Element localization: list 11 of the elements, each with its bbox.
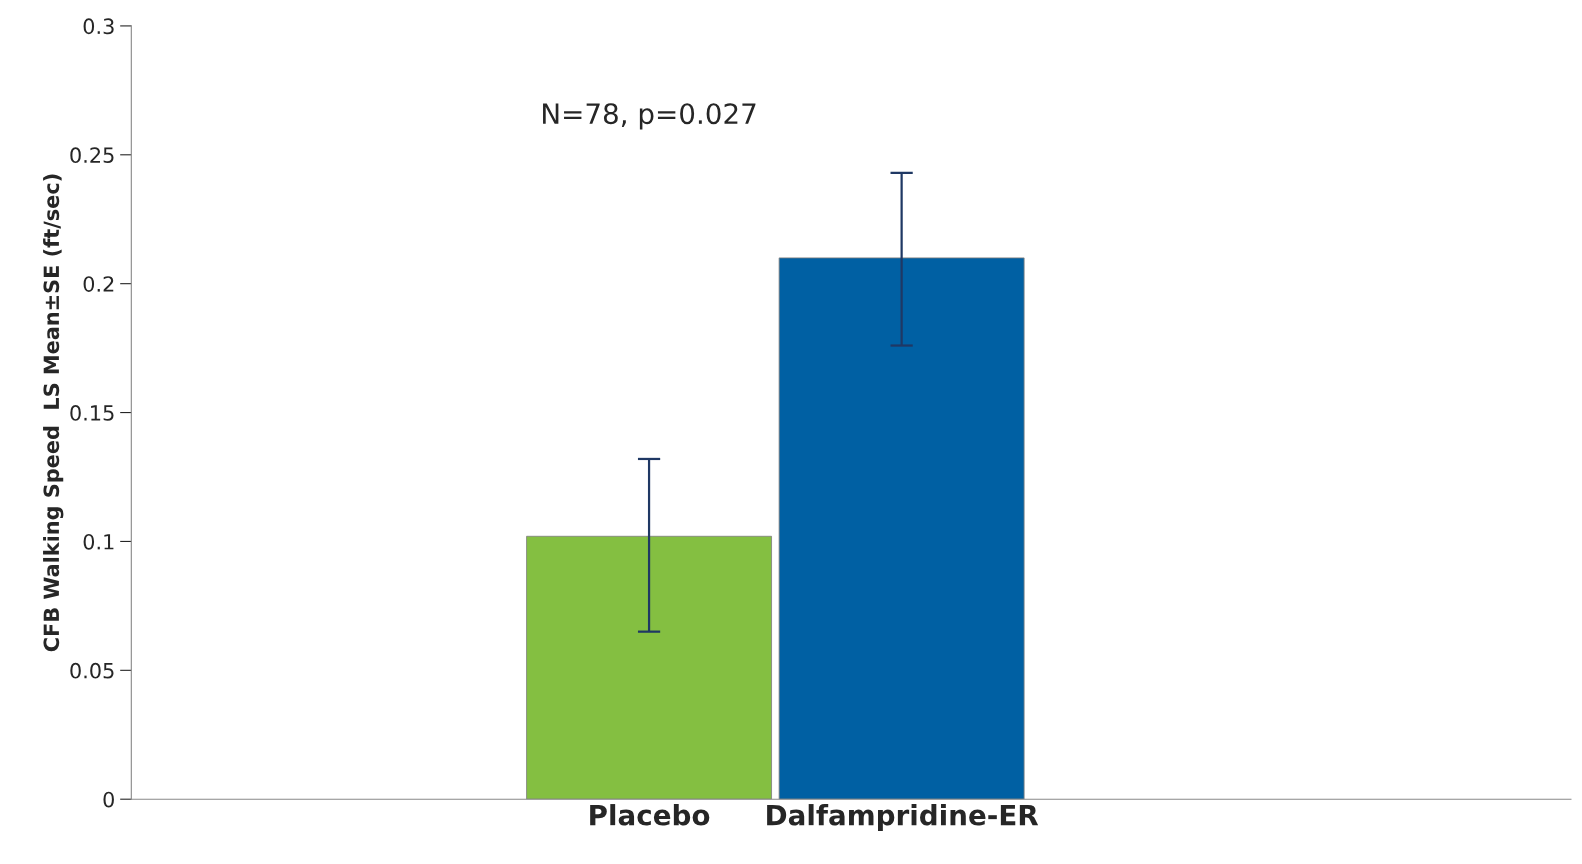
y-tick-label: 0.15 — [70, 405, 114, 421]
y-tick-label: 0.2 — [83, 276, 114, 292]
y-tick-label: 0.1 — [83, 533, 114, 550]
x-tick-label: Dalfampridine-ER — [767, 804, 1039, 831]
y-axis-title: CFB Walking Speed LS Mean±SE (ft/sec) — [43, 174, 64, 652]
y-tick-label: 0.25 — [70, 147, 114, 164]
y-tick-label: 0.05 — [70, 662, 114, 679]
annotation: N=78, p=0.027 — [543, 103, 756, 130]
y-tick-label: 0.3 — [83, 18, 114, 35]
y-tick-label: 0 — [103, 791, 114, 808]
x-tick-label: Placebo — [590, 804, 710, 826]
